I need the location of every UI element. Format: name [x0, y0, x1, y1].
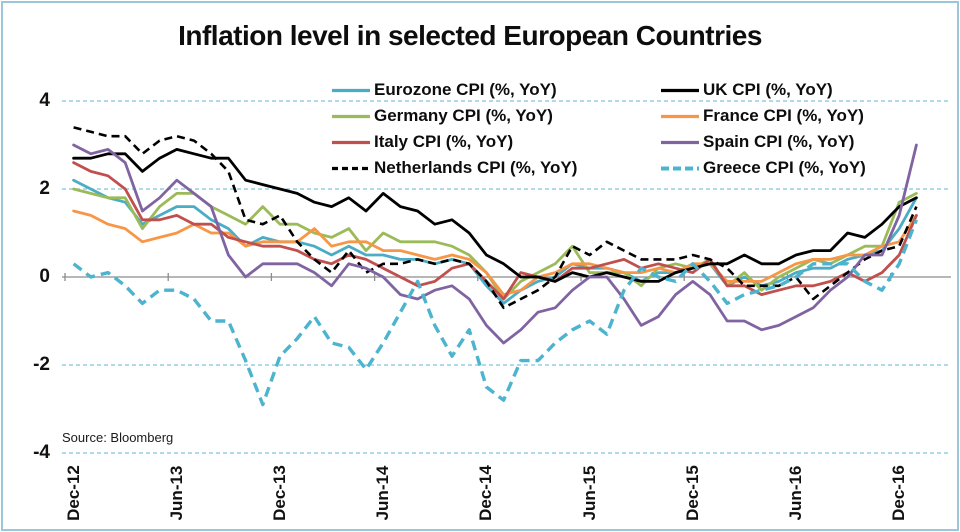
- legend-item-germany: Germany CPI (%, YoY): [331, 106, 660, 126]
- source-note: Source: Bloomberg: [62, 430, 174, 445]
- y-axis-tick-label: -2: [33, 354, 50, 375]
- legend-item-spain: Spain CPI (%, YoY): [660, 132, 866, 152]
- x-axis-tick-label: Dec-15: [682, 465, 702, 521]
- zero-axis: [62, 273, 951, 281]
- legend-label: Netherlands CPI (%, YoY): [374, 158, 578, 177]
- series-line-italy: [72, 161, 918, 301]
- legend-item-greece: Greece CPI (%, YoY): [660, 158, 866, 178]
- series-line-france: [72, 209, 918, 297]
- x-axis-tick-label: Dec-14: [476, 465, 496, 521]
- legend-label: Eurozone CPI (%, YoY): [374, 80, 557, 99]
- legend-label: Germany CPI (%, YoY): [374, 106, 553, 125]
- y-axis-tick-label: 2: [39, 178, 50, 199]
- x-axis-tick-label: Jun-14: [373, 465, 393, 521]
- chart-title: Inflation level in selected European Cou…: [178, 20, 762, 51]
- series-line-spain: [72, 143, 918, 345]
- legend-label: Italy CPI (%, YoY): [374, 132, 514, 151]
- x-axis-tick-label: Dec-12: [63, 465, 83, 521]
- legend-item-uk: UK CPI (%, YoY): [660, 80, 866, 100]
- x-axis-tick-label: Dec-16: [889, 465, 909, 521]
- legend-label: Greece CPI (%, YoY): [703, 158, 866, 177]
- legend-item-netherlands: Netherlands CPI (%, YoY): [331, 158, 660, 178]
- x-axis-tick-label: Jun-16: [786, 465, 805, 521]
- legend-line-swatch-italy: [332, 140, 370, 144]
- legend-label: France CPI (%, YoY): [703, 106, 864, 125]
- y-axis-tick-label: -4: [33, 442, 50, 463]
- x-axis-tick-label: Dec-13: [270, 465, 289, 521]
- x-axis-tick-label: Jun-15: [579, 465, 599, 521]
- series-line-greece: [72, 219, 918, 407]
- legend-line-swatch-netherlands: [332, 166, 370, 170]
- chart-legend: Eurozone CPI (%, YoY) UK CPI (%, YoY) Germ…: [331, 77, 866, 181]
- legend-item-eurozone: Eurozone CPI (%, YoY): [331, 80, 660, 100]
- series-line-netherlands: [73, 126, 918, 310]
- x-axis-tick-label: Jun-13: [166, 465, 186, 521]
- gridlines: [62, 100, 951, 454]
- legend-line-swatch-france: [661, 114, 699, 118]
- legend-line-swatch-germany: [332, 114, 370, 118]
- legend-line-swatch-spain: [661, 140, 699, 144]
- legend-line-swatch-uk: [661, 88, 699, 92]
- legend-line-swatch-eurozone: [332, 88, 370, 92]
- legend-item-france: France CPI (%, YoY): [660, 106, 866, 126]
- legend-item-italy: Italy CPI (%, YoY): [331, 132, 660, 152]
- legend-line-swatch-greece: [661, 166, 699, 170]
- y-axis-tick-label: 4: [39, 90, 50, 111]
- legend-label: UK CPI (%, YoY): [703, 80, 833, 99]
- legend-label: Spain CPI (%, YoY): [703, 132, 855, 151]
- y-axis-tick-label: 0: [39, 266, 50, 287]
